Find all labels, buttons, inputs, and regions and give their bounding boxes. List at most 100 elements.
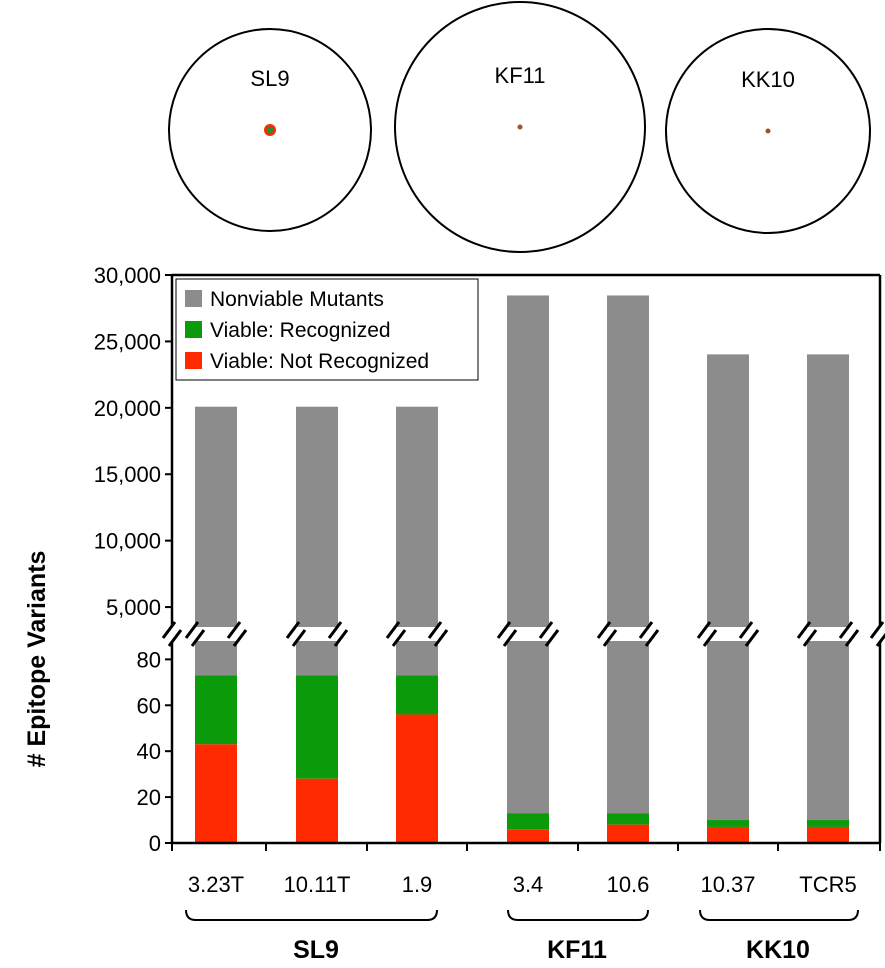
axis-break-mark-1 <box>184 621 206 647</box>
upper-ytick-label-5: 30,000 <box>94 263 161 288</box>
axis-break-stroke-b-9 <box>602 629 618 647</box>
bar-nonviable-lower-4 <box>607 641 649 814</box>
xtick-label-5: 10.37 <box>700 872 755 897</box>
axis-break-stroke-b-8 <box>544 629 560 647</box>
axis-break-mark-8 <box>538 621 560 647</box>
bar-not-recognized-3 <box>507 829 549 843</box>
circle-label-kf11: KF11 <box>495 63 546 88</box>
legend-label-1: Viable: Recognized <box>210 319 391 342</box>
axis-break-stroke-b-3 <box>291 629 307 647</box>
axis-break-mark-7 <box>496 621 518 647</box>
axis-break-stroke-a-11 <box>696 621 712 639</box>
bar-recognized-5 <box>707 820 749 827</box>
bar-not-recognized-1 <box>296 778 338 843</box>
axis-break-stroke-b-15 <box>875 632 885 647</box>
group-label-kf11: KF11 <box>547 936 607 964</box>
bar-not-recognized-5 <box>707 826 749 843</box>
axis-break-stroke-b-10 <box>644 629 660 647</box>
axis-break-stroke-a-12 <box>738 621 754 639</box>
axis-break-stroke-a-1 <box>184 621 200 639</box>
axis-break-stroke-b-13 <box>802 629 818 647</box>
stacked-bar-chart: 5,000 10,000 15,000 20,000 25,000 30,000 0 20 40… <box>23 263 885 964</box>
bar-nonviable-upper-2 <box>396 406 438 627</box>
circle-dot-kf11 <box>517 124 523 130</box>
group-bracket-kk10 <box>699 909 859 921</box>
axis-break-mark-4 <box>327 621 349 647</box>
axis-break-mark-11 <box>696 621 718 647</box>
axis-break-stroke-b-7 <box>502 629 518 647</box>
axis-break-stroke-a-8 <box>538 621 554 639</box>
upper-ytick-label-4: 25,000 <box>94 329 161 354</box>
bar-recognized-4 <box>607 813 649 825</box>
axis-break-stroke-a-6 <box>427 621 443 639</box>
legend-box <box>175 278 479 381</box>
circle-dot-kk10 <box>765 128 771 134</box>
y-axis-label: # Epitope Variants <box>23 551 51 768</box>
axis-break-mark-13 <box>796 621 818 647</box>
axis-break-stroke-a-10 <box>638 621 654 639</box>
bar-recognized-2 <box>396 675 438 715</box>
group-bracket-kf11 <box>507 909 649 921</box>
xtick-label-3: 3.4 <box>513 872 544 897</box>
bar-recognized-0 <box>195 675 237 745</box>
bar-not-recognized-2 <box>396 714 438 843</box>
axis-break-mark-12 <box>738 621 760 647</box>
axis-break-mark-0 <box>161 621 183 647</box>
xtick-label-2: 1.9 <box>402 872 433 897</box>
bar-recognized-6 <box>807 820 849 827</box>
axis-break-stroke-a-3 <box>285 621 301 639</box>
legend-label-0: Nonviable Mutants <box>210 288 384 311</box>
axis-break-stroke-a-2 <box>226 621 242 639</box>
axis-break-stroke-a-0 <box>161 621 177 639</box>
upper-ytick-label-3: 20,000 <box>94 396 161 421</box>
axis-break-mark-2 <box>226 621 248 647</box>
lower-ytick-label-2: 40 <box>137 739 161 764</box>
bar-nonviable-lower-3 <box>507 641 549 814</box>
axis-break-stroke-b-11 <box>702 629 718 647</box>
group-label-kk10: KK10 <box>746 936 810 964</box>
bar-nonviable-upper-6 <box>807 354 849 627</box>
axis-break-stroke-b-0 <box>167 629 183 647</box>
axis-break-stroke-a-15 <box>869 621 885 639</box>
circle-label-sl9: SL9 <box>250 66 289 91</box>
upper-ytick-label-1: 10,000 <box>94 529 161 554</box>
axis-break-stroke-b-4 <box>333 629 349 647</box>
upper-ytick-label-0: 5,000 <box>106 595 161 620</box>
group-label-sl9: SL9 <box>293 936 339 964</box>
legend-swatch-0 <box>185 290 202 307</box>
circle-dot-sl9 <box>266 126 274 134</box>
circle-kk10 <box>665 28 871 234</box>
axis-break-stroke-a-5 <box>385 621 401 639</box>
bar-nonviable-lower-5 <box>707 641 749 821</box>
xtick-label-1: 10.11T <box>284 872 351 897</box>
axis-break-mark-3 <box>285 621 307 647</box>
axis-break-stroke-b-14 <box>844 629 860 647</box>
legend: Nonviable Mutants Viable: Recognized Viabl… <box>175 278 479 381</box>
bar-nonviable-lower-2 <box>396 641 438 676</box>
bar-nonviable-upper-3 <box>507 295 549 627</box>
lower-ytick-label-4: 80 <box>137 647 161 672</box>
bar-nonviable-lower-1 <box>296 641 338 676</box>
circle-sl9 <box>168 28 372 232</box>
bar-nonviable-upper-4 <box>607 295 649 627</box>
bar-nonviable-lower-0 <box>195 641 237 676</box>
axis-break-stroke-b-2 <box>232 629 248 647</box>
bar-nonviable-upper-0 <box>195 406 237 627</box>
bar-nonviable-upper-1 <box>296 406 338 627</box>
lower-ytick-label-0: 0 <box>149 831 161 856</box>
bar-nonviable-lower-6 <box>807 641 849 821</box>
axis-break-stroke-b-5 <box>391 629 407 647</box>
axis-break-mark-14 <box>838 621 860 647</box>
circle-label-kk10: KK10 <box>741 67 795 92</box>
bar-recognized-3 <box>507 813 549 830</box>
xtick-label-0: 3.23T <box>188 872 244 897</box>
bar-not-recognized-0 <box>195 744 237 843</box>
bar-nonviable-upper-5 <box>707 354 749 627</box>
lower-ytick-label-1: 20 <box>137 785 161 810</box>
upper-ytick-label-2: 15,000 <box>94 462 161 487</box>
axis-break-stroke-a-4 <box>327 621 343 639</box>
axis-break-stroke-b-12 <box>744 629 760 647</box>
group-bracket-sl9 <box>185 909 438 921</box>
axis-break-mark-5 <box>385 621 407 647</box>
